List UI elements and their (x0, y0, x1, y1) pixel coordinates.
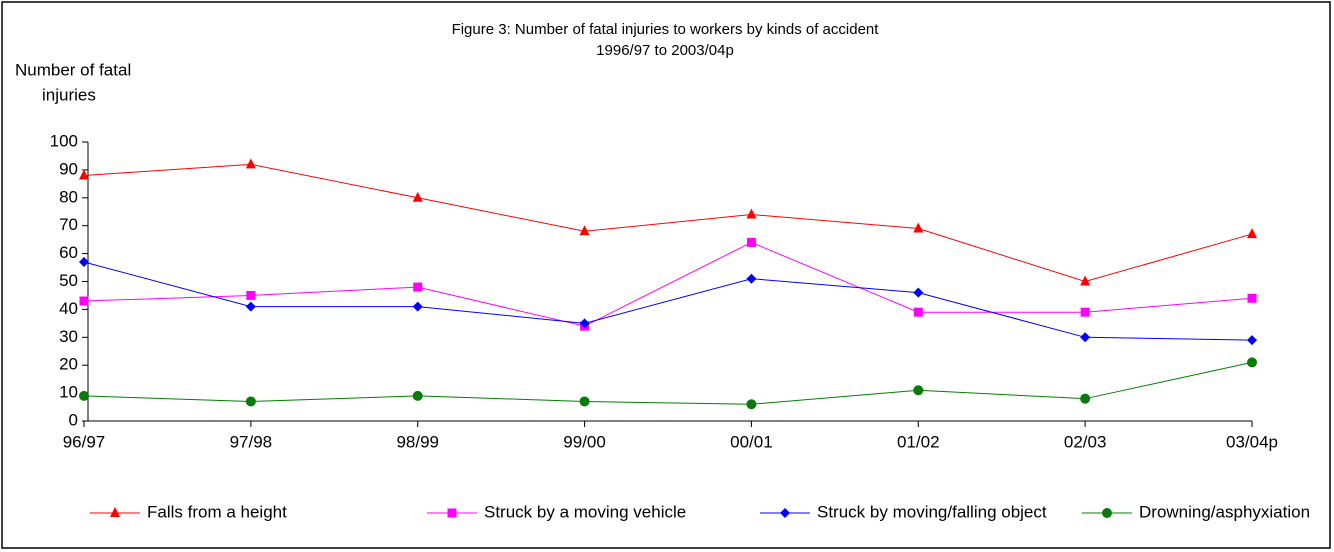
data-point (412, 390, 423, 401)
data-point (579, 396, 590, 407)
chart-subtitle: 1996/97 to 2003/04p (596, 42, 734, 59)
data-point (1247, 357, 1257, 368)
legend-marker (110, 507, 120, 517)
data-point (913, 287, 924, 298)
data-point (245, 396, 256, 407)
data-point (913, 307, 923, 317)
data-point (746, 208, 757, 219)
data-point (413, 282, 423, 292)
data-point (1080, 307, 1090, 317)
data-point (746, 399, 757, 410)
legend-marker (1102, 508, 1112, 518)
x-tick-label: 96/97 (63, 432, 106, 451)
data-point (412, 301, 423, 312)
series-line (83, 163, 1253, 283)
series-line (83, 361, 1253, 405)
data-point (1080, 275, 1091, 286)
y-tick-label: 10 (59, 383, 78, 402)
data-point (579, 318, 590, 329)
x-tick-label: 97/98 (230, 432, 273, 451)
data-point (79, 256, 89, 267)
data-point (913, 222, 924, 233)
data-point (579, 225, 590, 236)
y-tick-label: 100 (50, 131, 78, 150)
data-point (412, 191, 423, 202)
data-point (746, 237, 756, 247)
y-tick-label: 40 (59, 299, 78, 318)
x-tick-label: 00/01 (730, 432, 773, 451)
legend-marker (780, 508, 790, 518)
data-point (746, 273, 757, 284)
legend-label: Drowning/asphyxiation (1139, 502, 1310, 521)
x-tick-label: 98/99 (396, 432, 439, 451)
series-line (83, 261, 1253, 341)
x-tick-label: 01/02 (897, 432, 940, 451)
y-tick-label: 20 (59, 355, 78, 374)
data-point (79, 296, 89, 306)
y-tick-label: 70 (59, 215, 78, 234)
data-point (79, 390, 89, 401)
data-point (245, 301, 256, 312)
data-point (1080, 393, 1091, 404)
x-tick-label: 02/03 (1064, 432, 1107, 451)
data-point (246, 290, 256, 300)
y-tick-label: 80 (59, 187, 78, 206)
x-tick-label: 03/04p (1226, 432, 1278, 451)
series-line (83, 241, 1253, 327)
y-tick-label: 90 (59, 159, 78, 178)
legend-label: Struck by moving/falling object (817, 502, 1047, 521)
data-point (1080, 332, 1091, 343)
legend-marker (447, 508, 457, 518)
data-point (1247, 293, 1257, 303)
legend-label: Struck by a moving vehicle (484, 502, 686, 521)
legend-label: Falls from a height (147, 502, 287, 521)
x-tick-label: 99/00 (563, 432, 606, 451)
data-point (79, 169, 89, 180)
y-tick-label: 60 (59, 243, 78, 262)
y-axis-label: Number of fatal (15, 60, 131, 79)
y-tick-label: 0 (69, 410, 78, 429)
data-point (245, 158, 256, 169)
y-axis-label: injuries (42, 85, 96, 104)
data-point (1247, 228, 1257, 239)
y-tick-label: 50 (59, 271, 78, 290)
data-point (913, 385, 924, 396)
y-tick-label: 30 (59, 327, 78, 346)
chart-title: Figure 3: Number of fatal injuries to wo… (452, 21, 880, 38)
data-point (1247, 335, 1257, 346)
